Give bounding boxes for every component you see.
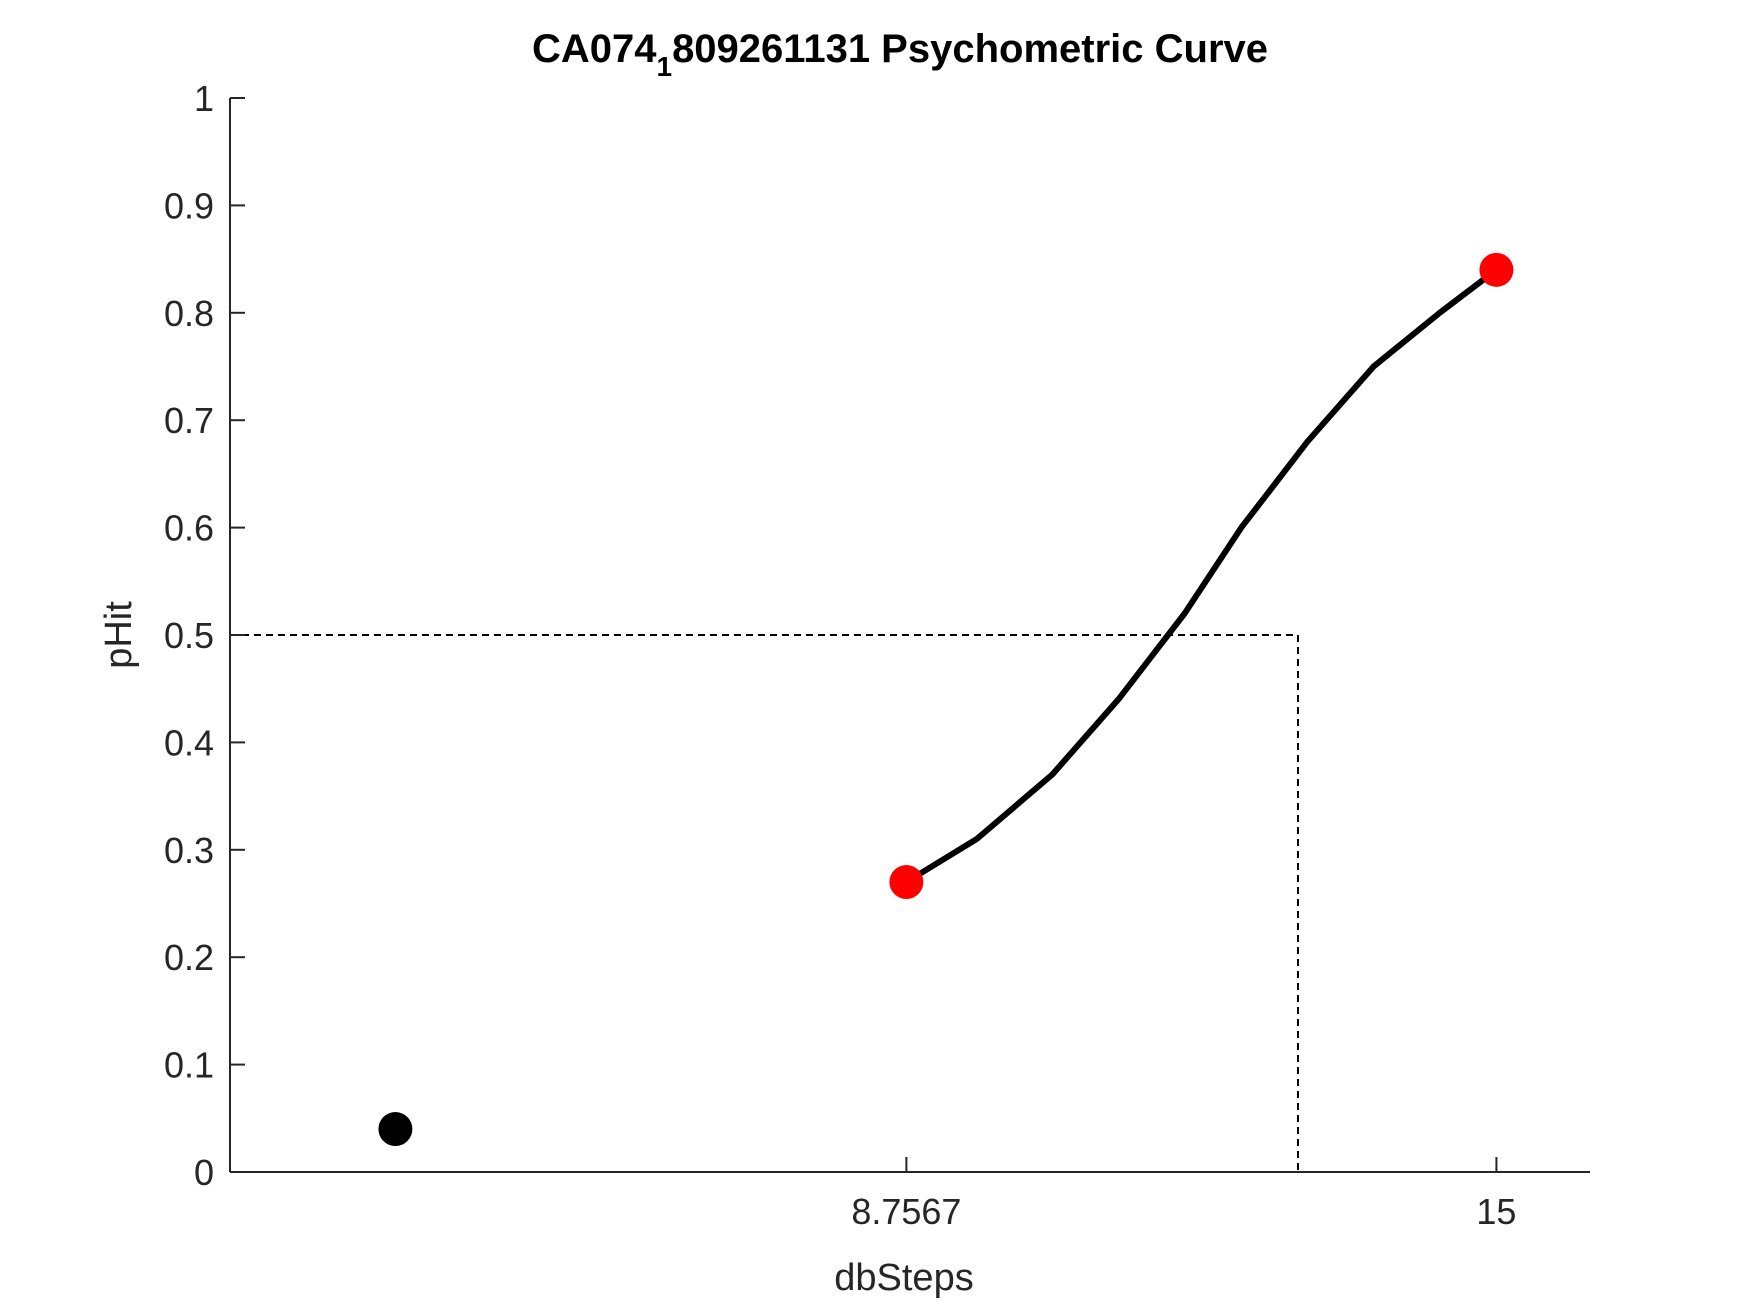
y-tick-label: 0.3 [164,830,214,871]
x-tick-label: 8.7567 [851,1191,961,1232]
catch-trial-point [378,1112,413,1147]
x-tick-label: 15 [1476,1191,1516,1232]
y-tick-label: 0.8 [164,293,214,334]
y-tick-label: 0.1 [164,1045,214,1086]
y-tick-label: 1 [194,78,214,119]
data-point [1479,252,1514,287]
title-rest: 809261131 Psychometric Curve [672,27,1268,71]
y-tick-label: 0.5 [164,615,214,656]
fit-curve-line [903,266,1500,885]
y-tick-label: 0 [194,1152,214,1193]
title-subscript: 1 [656,51,672,82]
chart-title: CA0741809261131 Psychometric Curve [532,27,1268,82]
y-tick-label: 0.4 [164,722,214,763]
y-tick-label: 0.6 [164,508,214,549]
title-main: CA074 [532,27,657,71]
axes: 0 0.1 0.2 0.3 0.4 0.5 0.6 0.7 0.8 0.9 1 8.7567 15 [164,78,1590,1232]
y-tick-label: 0.2 [164,937,214,978]
x-axis-label: dbSteps [834,1257,973,1299]
y-axis-label: pHit [98,601,140,669]
y-tick-label: 0.7 [164,400,214,441]
data-point [889,865,924,900]
plot-area [230,252,1514,1172]
threshold-guide-line [230,634,1299,1172]
y-tick-label: 0.9 [164,185,214,226]
